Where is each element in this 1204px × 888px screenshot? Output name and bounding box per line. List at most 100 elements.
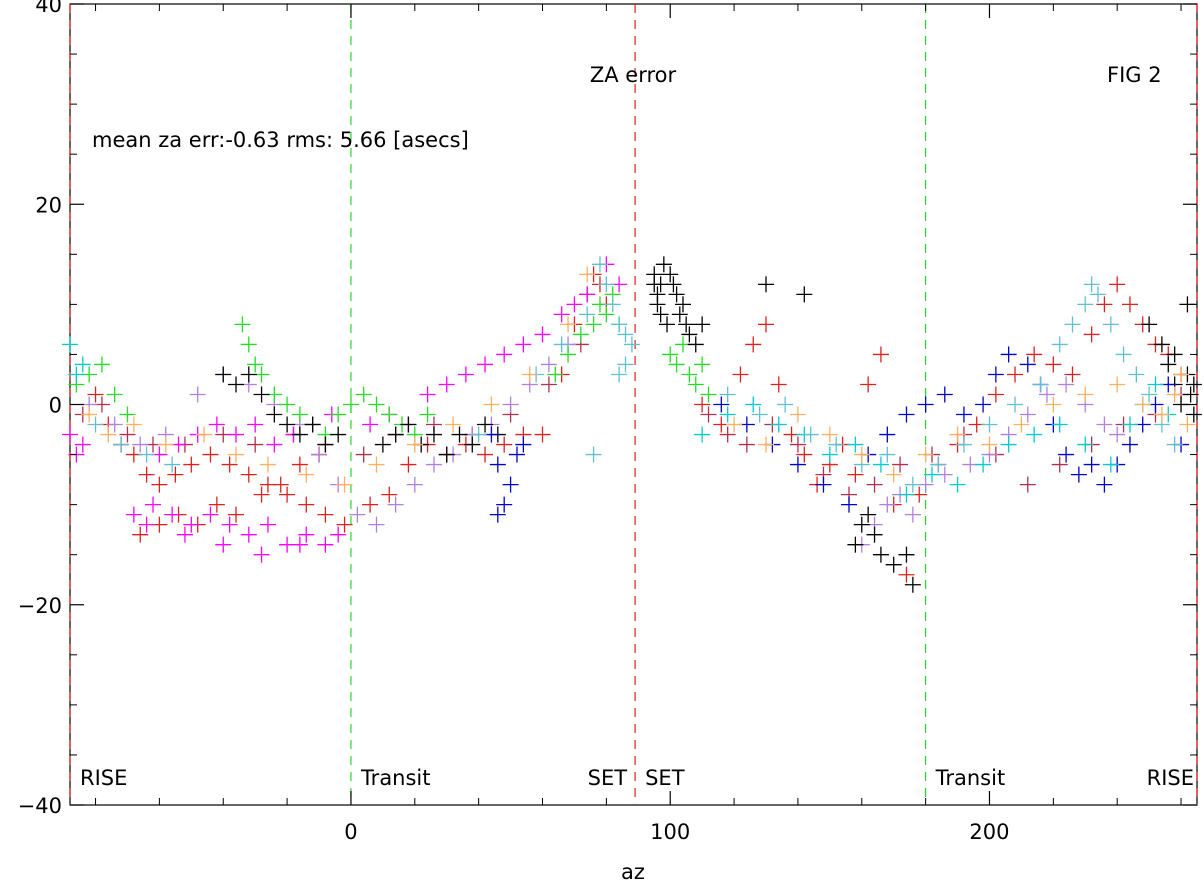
data-point [1185,406,1202,423]
data-point [100,426,117,443]
data-point [381,406,398,423]
data-point [917,446,934,463]
y-tick-label: 40 [35,0,62,17]
data-point [719,426,736,443]
reference-line-label: Transit [935,766,1006,790]
data-point [1045,396,1062,413]
data-point [687,336,704,353]
y-tick-label: −20 [18,594,62,618]
data-point [62,426,78,443]
data-point [317,536,334,553]
data-point [1070,466,1087,483]
data-point [317,506,334,523]
data-point [1090,286,1107,303]
data-point [138,446,155,463]
reference-lines: RISE Transit SET SET Transit RISE [69,4,1198,805]
data-point [719,386,736,403]
data-point [687,376,704,393]
data-point [1064,316,1081,333]
data-point [419,386,436,403]
data-point [975,456,992,473]
data-point [924,466,941,483]
data-point [272,476,289,493]
data-point [167,466,184,483]
data-point [425,456,442,473]
data-point [789,456,806,473]
data-point [1182,386,1199,403]
data-point [291,406,308,423]
x-tick-label: 0 [344,820,357,844]
data-point [1121,296,1138,313]
data-point [579,306,596,323]
data-point [598,276,615,293]
data-point [534,426,551,443]
data-point [1166,386,1183,403]
data-point [240,466,257,483]
data-point [387,496,404,513]
data-point [745,336,762,353]
data-point [451,426,468,443]
data-point [815,476,832,493]
data-point [821,446,838,463]
data-point [1032,376,1049,393]
data-point [291,456,308,473]
data-point [266,436,283,453]
data-point [1134,396,1151,413]
data-point [652,306,669,323]
data-point [221,456,238,473]
data-point [1166,346,1183,363]
data-point [860,376,877,393]
data-point [1153,406,1170,423]
data-point [547,366,564,383]
data-point [298,496,315,513]
data-point [253,486,270,503]
data-point [349,506,366,523]
data-point [489,456,506,473]
x-tick-label: 200 [969,820,1009,844]
data-point [119,426,136,443]
data-point [279,486,296,503]
data-point [176,526,193,543]
data-point [936,386,953,403]
data-point [1077,436,1094,453]
data-point [381,486,398,503]
data-point [796,286,813,303]
data-point [1147,376,1164,393]
data-point [477,446,494,463]
data-point [1064,366,1081,383]
data-point [572,326,589,343]
reference-line-label: SET [588,766,628,790]
data-point [796,446,813,463]
data-point [1000,346,1017,363]
data-point [681,326,698,343]
data-point [1173,366,1190,383]
data-point [668,356,685,373]
data-point [1160,356,1177,373]
data-point [253,546,270,563]
data-point [1051,336,1068,353]
data-point [291,536,308,553]
data-point [125,506,142,523]
data-point [591,256,608,273]
data-point [694,316,711,333]
data-point [1096,296,1113,313]
data-point [74,356,91,373]
data-point [700,406,717,423]
data-point [1121,436,1138,453]
data-point [1007,396,1024,413]
data-point [1121,416,1138,433]
data-point [368,516,385,533]
data-point [362,496,379,513]
data-point [975,396,992,413]
data-point [853,446,870,463]
data-point [678,316,695,333]
data-point [438,376,455,393]
data-point [515,436,532,453]
data-point [330,526,347,543]
data-point [1115,346,1132,363]
data-point [202,506,219,523]
data-point [955,406,972,423]
data-point [1102,316,1119,333]
data-point [700,386,717,403]
